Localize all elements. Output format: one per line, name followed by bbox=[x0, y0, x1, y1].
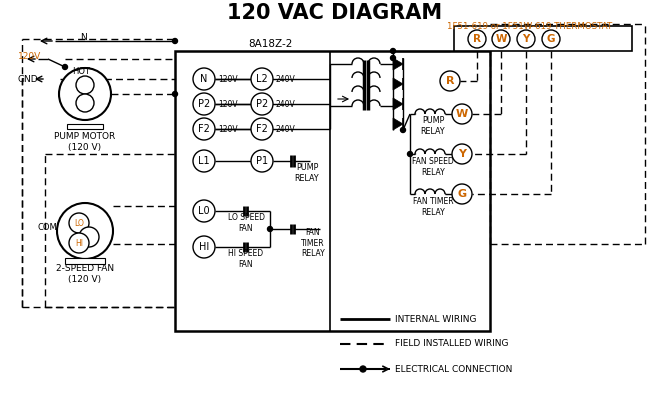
Text: L0: L0 bbox=[198, 206, 210, 216]
Text: 1F51-619 or 1F51W-619 THERMOSTAT: 1F51-619 or 1F51W-619 THERMOSTAT bbox=[448, 21, 612, 31]
Text: HI SPEED
FAN: HI SPEED FAN bbox=[228, 249, 263, 269]
Text: P2: P2 bbox=[256, 99, 268, 109]
Circle shape bbox=[251, 118, 273, 140]
Text: G: G bbox=[547, 34, 555, 44]
Circle shape bbox=[193, 68, 215, 90]
Circle shape bbox=[468, 30, 486, 48]
Text: R: R bbox=[446, 76, 454, 86]
Circle shape bbox=[193, 236, 215, 258]
Circle shape bbox=[251, 68, 273, 90]
Circle shape bbox=[492, 30, 510, 48]
Circle shape bbox=[59, 68, 111, 120]
Text: Y: Y bbox=[523, 34, 530, 44]
Circle shape bbox=[391, 49, 395, 54]
Text: 240V: 240V bbox=[276, 124, 295, 134]
Text: FAN
TIMER
RELAY: FAN TIMER RELAY bbox=[301, 228, 325, 258]
Text: LO: LO bbox=[74, 218, 84, 228]
Text: 240V: 240V bbox=[276, 99, 295, 109]
Text: FIELD INSTALLED WIRING: FIELD INSTALLED WIRING bbox=[395, 339, 509, 349]
Text: G: G bbox=[458, 189, 466, 199]
Text: P1: P1 bbox=[256, 156, 268, 166]
Polygon shape bbox=[393, 118, 403, 130]
Circle shape bbox=[517, 30, 535, 48]
Polygon shape bbox=[393, 78, 403, 90]
Polygon shape bbox=[393, 58, 403, 70]
Text: N: N bbox=[200, 74, 208, 84]
Circle shape bbox=[79, 227, 99, 247]
Text: 120V: 120V bbox=[218, 75, 238, 83]
Text: N: N bbox=[80, 33, 86, 41]
Text: 2-SPEED FAN
(120 V): 2-SPEED FAN (120 V) bbox=[56, 264, 114, 284]
Bar bbox=[67, 124, 103, 129]
Text: P2: P2 bbox=[198, 99, 210, 109]
Text: W: W bbox=[456, 109, 468, 119]
Text: 120 VAC DIAGRAM: 120 VAC DIAGRAM bbox=[227, 3, 443, 23]
Text: COM: COM bbox=[38, 222, 58, 232]
Text: 240V: 240V bbox=[276, 75, 295, 83]
Text: FAN SPEED
RELAY: FAN SPEED RELAY bbox=[412, 157, 454, 177]
Circle shape bbox=[267, 227, 273, 232]
Circle shape bbox=[193, 118, 215, 140]
Circle shape bbox=[69, 213, 89, 233]
Text: Y: Y bbox=[458, 149, 466, 159]
Circle shape bbox=[193, 150, 215, 172]
Text: 120V: 120V bbox=[218, 99, 238, 109]
Text: PUMP
RELAY: PUMP RELAY bbox=[295, 163, 320, 183]
Circle shape bbox=[76, 94, 94, 112]
Circle shape bbox=[172, 39, 178, 44]
Text: HI: HI bbox=[75, 238, 83, 248]
Circle shape bbox=[172, 91, 178, 96]
Circle shape bbox=[360, 366, 366, 372]
Text: 120V: 120V bbox=[218, 124, 238, 134]
Bar bbox=[65, 258, 105, 264]
Circle shape bbox=[401, 127, 405, 132]
Circle shape bbox=[452, 184, 472, 204]
Text: L1: L1 bbox=[198, 156, 210, 166]
Circle shape bbox=[251, 150, 273, 172]
Circle shape bbox=[69, 233, 89, 253]
Text: ELECTRICAL CONNECTION: ELECTRICAL CONNECTION bbox=[395, 365, 513, 373]
Text: LO SPEED
FAN: LO SPEED FAN bbox=[228, 213, 265, 233]
Text: INTERNAL WIRING: INTERNAL WIRING bbox=[395, 315, 476, 323]
Circle shape bbox=[452, 144, 472, 164]
Circle shape bbox=[452, 104, 472, 124]
Text: F2: F2 bbox=[198, 124, 210, 134]
Text: W: W bbox=[495, 34, 507, 44]
Text: HI: HI bbox=[199, 242, 209, 252]
Circle shape bbox=[440, 71, 460, 91]
Circle shape bbox=[193, 200, 215, 222]
Text: F2: F2 bbox=[256, 124, 268, 134]
Circle shape bbox=[62, 65, 68, 70]
Circle shape bbox=[76, 76, 94, 94]
Circle shape bbox=[251, 93, 273, 115]
Text: R: R bbox=[473, 34, 481, 44]
Text: 120V: 120V bbox=[18, 52, 42, 60]
Text: PUMP MOTOR
(120 V): PUMP MOTOR (120 V) bbox=[54, 132, 116, 152]
Text: PUMP
RELAY: PUMP RELAY bbox=[421, 116, 446, 136]
Circle shape bbox=[57, 203, 113, 259]
Circle shape bbox=[407, 152, 413, 157]
Text: 8A18Z-2: 8A18Z-2 bbox=[248, 39, 292, 49]
Circle shape bbox=[193, 93, 215, 115]
Bar bbox=[175, 51, 490, 331]
Text: HOT: HOT bbox=[72, 67, 90, 75]
Polygon shape bbox=[393, 98, 403, 110]
Text: FAN TIMER
RELAY: FAN TIMER RELAY bbox=[413, 197, 454, 217]
Text: L2: L2 bbox=[256, 74, 268, 84]
Circle shape bbox=[391, 55, 395, 60]
Text: GND: GND bbox=[18, 75, 39, 83]
Circle shape bbox=[542, 30, 560, 48]
Bar bbox=[454, 26, 632, 51]
